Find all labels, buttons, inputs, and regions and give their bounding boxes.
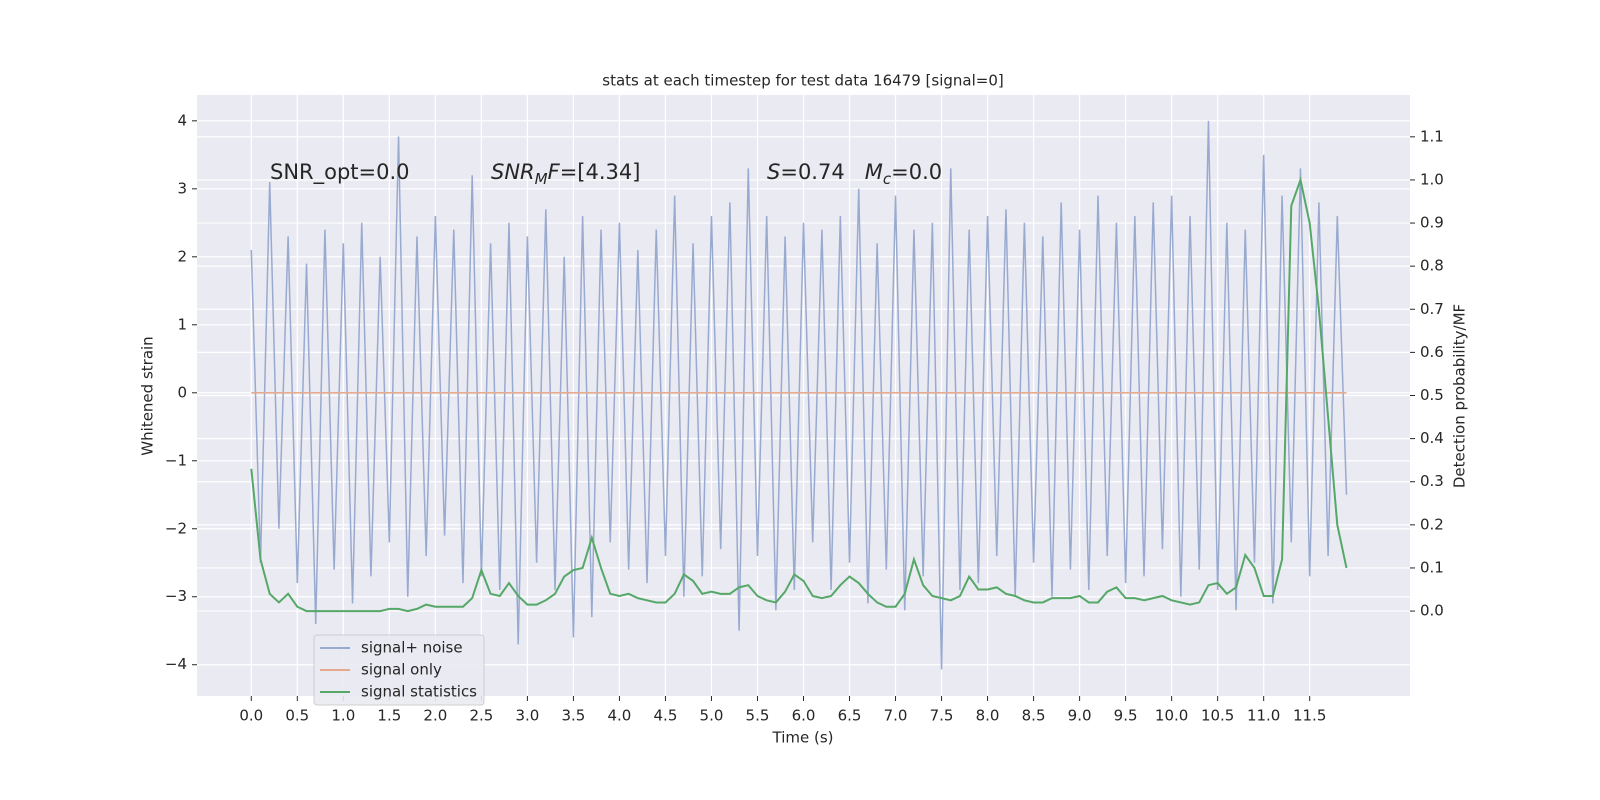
x-tick-label: 3.0 (515, 707, 539, 725)
x-tick-label: 10.5 (1201, 707, 1234, 725)
annotation-part: SNR (491, 160, 535, 184)
annotation-part: c (883, 170, 892, 188)
annotation-part: =0.74 (780, 160, 864, 184)
x-tick-label: 11.5 (1293, 707, 1326, 725)
legend-label: signal only (361, 661, 442, 679)
annotation: SNR_opt=0.0 (270, 160, 410, 185)
y-tick-label: −3 (165, 587, 187, 605)
y2-tick-label: 1.0 (1420, 170, 1444, 188)
legend-label: signal+ noise (361, 639, 463, 657)
x-tick-label: 9.0 (1068, 707, 1092, 725)
annotation-part: SNR_opt=0.0 (270, 160, 410, 185)
y-tick-label: 0 (177, 383, 187, 401)
x-axis-label: Time (s) (772, 729, 834, 747)
x-tick-label: 1.0 (331, 707, 355, 725)
x-tick-label: 3.5 (561, 707, 585, 725)
y2-tick-label: 0.3 (1420, 472, 1444, 490)
annotation-part: =0.0 (891, 160, 942, 184)
marks (250, 120, 1348, 670)
annotation-part: S (767, 160, 780, 184)
annotation: SNRMF=[4.34] (491, 160, 640, 188)
legend-label: signal statistics (361, 683, 477, 701)
annotation-part: F (548, 160, 561, 184)
annotation: S=0.74 Mc=0.0 (767, 160, 942, 188)
x-tick-label: 1.5 (377, 707, 401, 725)
y-tick-label: 3 (177, 179, 187, 197)
annotation-part: M (865, 160, 883, 184)
x-tick-label: 11.0 (1247, 707, 1280, 725)
chart-title: stats at each timestep for test data 164… (602, 72, 1003, 90)
annotation-part: M (535, 170, 548, 188)
x-tick-label: 8.5 (1022, 707, 1046, 725)
y-tick-label: 4 (177, 111, 187, 129)
x-tick-label: 7.0 (884, 707, 908, 725)
y2-tick-label: 0.2 (1420, 515, 1444, 533)
y2-tick-label: 0.6 (1420, 343, 1444, 361)
annotation-part: =[4.34] (560, 160, 641, 184)
y-axis-label: Whitened strain (139, 336, 157, 455)
x-tick-label: 6.0 (792, 707, 816, 725)
axes: 0.0 0.5 1.0 1.5 2.0 2.5 3.0 3.5 4.0 4.5 5.0 5.5 6.0 6… (165, 111, 1444, 724)
x-tick-label: 4.0 (608, 707, 632, 725)
y2-tick-label: 0.7 (1420, 300, 1444, 318)
x-tick-label: 9.5 (1114, 707, 1138, 725)
x-tick-label: 6.5 (838, 707, 862, 725)
x-tick-label: 2.0 (423, 707, 447, 725)
y2-tick-label: 1.1 (1420, 127, 1444, 145)
y2-tick-label: 0.1 (1420, 558, 1444, 576)
y2-tick-label: 0.0 (1420, 602, 1444, 620)
y-tick-label: 1 (177, 315, 187, 333)
x-tick-label: 0.0 (239, 707, 263, 725)
y-tick-label: −2 (165, 519, 187, 537)
legend-box (313, 634, 485, 706)
series-line (250, 120, 1348, 670)
series-line (250, 176, 1348, 613)
y2-tick-label: 0.8 (1420, 257, 1444, 275)
y2-tick-label: 0.5 (1420, 386, 1444, 404)
y2-tick-label: 0.9 (1420, 214, 1444, 232)
x-tick-label: 2.5 (469, 707, 493, 725)
y-tick-label: −1 (165, 451, 187, 469)
y2-axis-label: Detection probability/MF (1451, 304, 1469, 488)
y2-tick-label: 0.4 (1420, 429, 1444, 447)
x-tick-label: 4.5 (654, 707, 678, 725)
x-tick-label: 7.5 (930, 707, 954, 725)
x-tick-label: 0.5 (285, 707, 309, 725)
x-tick-label: 8.0 (976, 707, 1000, 725)
y-tick-label: 2 (177, 247, 187, 265)
x-tick-label: 10.0 (1155, 707, 1188, 725)
y-tick-label: −4 (165, 655, 187, 673)
x-tick-label: 5.0 (700, 707, 724, 725)
x-tick-label: 5.5 (746, 707, 770, 725)
